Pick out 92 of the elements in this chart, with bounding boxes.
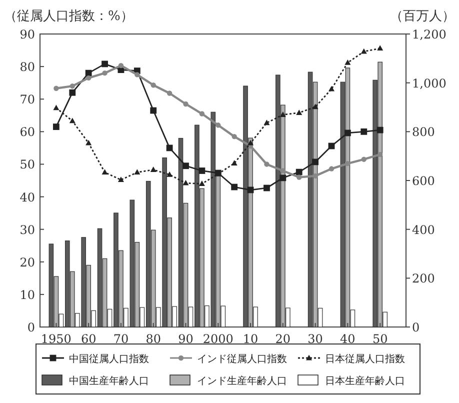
point	[296, 168, 302, 176]
point	[150, 82, 156, 88]
point	[232, 134, 237, 140]
y-tick-label: 40	[20, 190, 35, 204]
point	[199, 111, 205, 116]
point	[85, 70, 92, 76]
legend-label: 日本生産年齢人口	[325, 375, 405, 387]
legend-label: 日本従属人口指数	[325, 353, 405, 365]
point	[86, 75, 92, 81]
y-tick-label: 10	[20, 288, 35, 302]
y2-tick-label: 800	[412, 125, 435, 140]
x-tick-label: 40	[340, 332, 356, 346]
x-tick-label: 2000	[202, 332, 234, 346]
point	[102, 169, 108, 175]
x-tick-label: 20	[275, 332, 291, 346]
point	[150, 166, 156, 172]
point	[166, 90, 172, 96]
point	[264, 184, 270, 192]
x-tick-label: 90	[178, 332, 194, 346]
point	[360, 48, 367, 54]
point	[280, 112, 286, 117]
point	[118, 62, 124, 68]
x-tick-label: 60	[80, 332, 96, 346]
point	[118, 176, 124, 182]
legend-label: 中国従属人口指数	[69, 353, 149, 365]
y-tick-label: 60	[20, 125, 35, 140]
point	[376, 126, 384, 134]
point	[312, 104, 318, 110]
point	[150, 107, 157, 114]
point	[264, 162, 270, 167]
x-tick-label: 10	[242, 332, 258, 346]
point	[182, 162, 189, 170]
y2-tick-label: 200	[412, 272, 435, 286]
point	[86, 140, 92, 146]
point	[69, 89, 76, 96]
point	[296, 110, 302, 115]
y-tick-label: 30	[20, 222, 35, 237]
point	[345, 160, 350, 166]
point	[377, 45, 384, 51]
legend-label: インド生産年齢人口	[197, 375, 287, 387]
point	[344, 130, 351, 136]
point	[102, 60, 108, 68]
y2-axis-title: （百万人）	[390, 9, 455, 24]
point	[344, 59, 351, 65]
point	[280, 168, 286, 174]
point	[182, 180, 189, 186]
point	[134, 169, 140, 175]
point	[183, 101, 188, 107]
y2-tick-label: 1,000	[412, 76, 446, 90]
point	[360, 128, 368, 135]
point	[328, 166, 334, 172]
point	[280, 174, 286, 182]
legend-label: インド従属人口指数	[197, 353, 287, 365]
point	[70, 83, 75, 89]
point	[52, 124, 60, 130]
point	[231, 184, 238, 190]
y-tick-label: 20	[20, 255, 35, 270]
y2-tick-label: 1,200	[412, 28, 446, 42]
y2-tick-label: 600	[412, 174, 435, 188]
y2-tick-label: 0	[412, 320, 420, 334]
point	[296, 174, 302, 180]
point	[69, 118, 76, 124]
point	[54, 86, 59, 91]
point	[53, 104, 60, 110]
y-tick-label: 80	[20, 60, 35, 74]
legend-label: 中国生産年齢人口	[69, 375, 149, 387]
x-tick-label: 30	[308, 332, 323, 346]
point	[312, 158, 319, 166]
x-tick-label: 1950	[40, 332, 72, 346]
point	[198, 180, 205, 186]
y-tick-label: 50	[20, 158, 35, 172]
point	[247, 186, 254, 194]
x-tick-label: 70	[113, 332, 129, 346]
x-tick-label: 80	[146, 332, 162, 346]
point	[264, 120, 270, 126]
point	[231, 160, 238, 166]
point	[166, 171, 173, 177]
y-axis-title: （従属人口指数：%）	[4, 9, 134, 24]
y-tick-label: 70	[20, 92, 35, 107]
point	[102, 70, 108, 76]
y-tick-label: 0	[27, 320, 35, 334]
point	[248, 140, 254, 146]
point	[166, 144, 173, 152]
y2-tick-label: 400	[412, 222, 435, 237]
y-tick-label: 90	[20, 28, 35, 42]
point	[134, 72, 140, 78]
point	[377, 152, 383, 158]
point	[198, 168, 206, 174]
point	[312, 173, 318, 179]
point	[216, 122, 221, 128]
point	[361, 156, 366, 162]
x-tick-label: 50	[372, 332, 388, 346]
